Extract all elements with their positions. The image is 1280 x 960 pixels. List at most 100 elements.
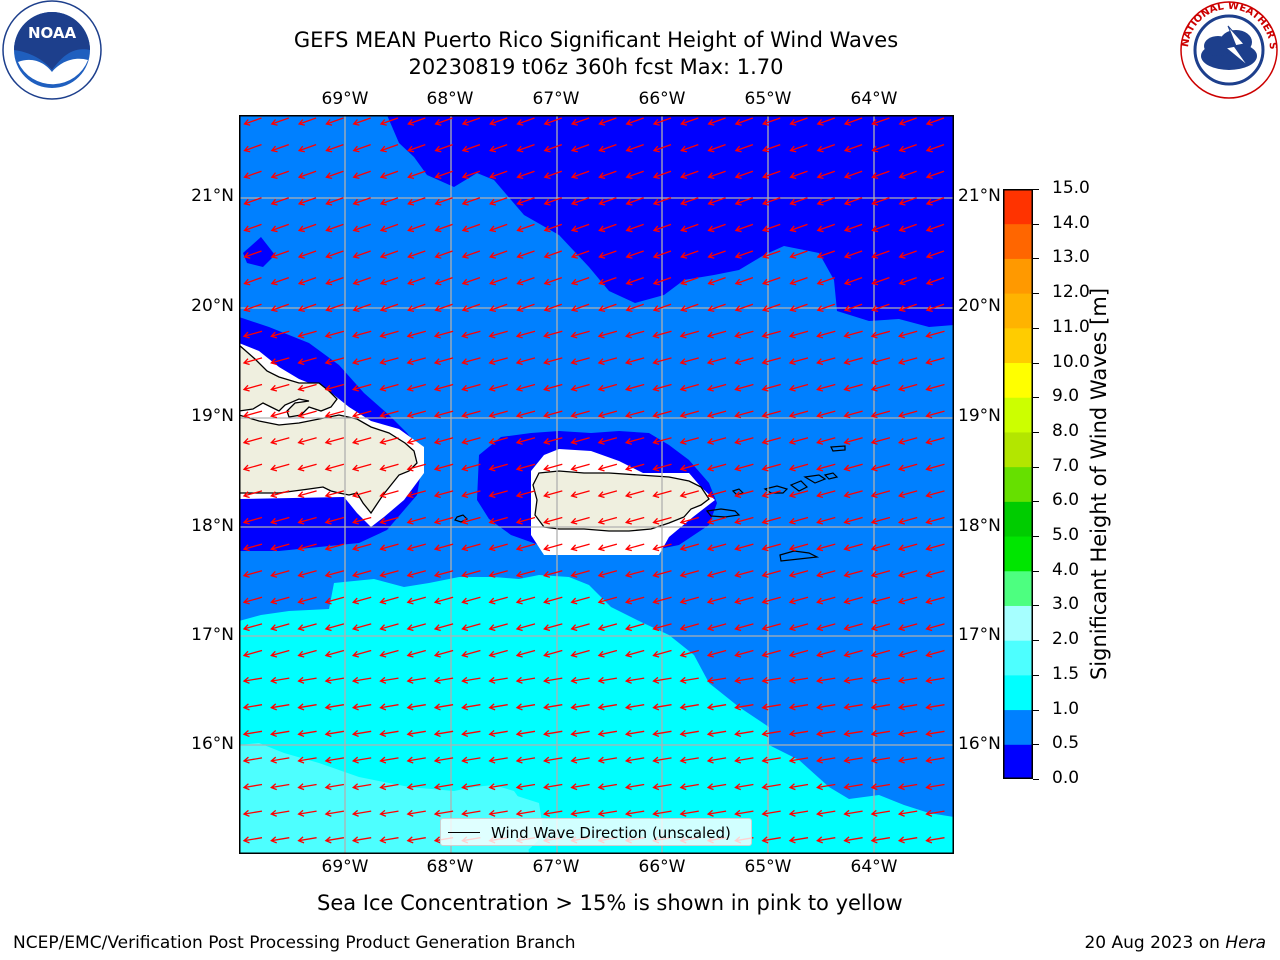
- wind-wave-arrow: [706, 703, 727, 711]
- wind-wave-arrow: [652, 303, 672, 313]
- wind-wave-arrow: [707, 223, 726, 233]
- wind-wave-arrow: [352, 250, 371, 259]
- wind-wave-arrow: [407, 303, 426, 313]
- wind-wave-arrow: [734, 330, 754, 339]
- wind-wave-arrow: [516, 223, 535, 233]
- lat-label-right-18n: 18°N: [958, 516, 1001, 536]
- wind-wave-arrow: [406, 463, 426, 472]
- wind-wave-arrow: [762, 303, 781, 313]
- wind-wave-arrow: [734, 410, 754, 419]
- wind-wave-arrow: [570, 570, 590, 578]
- colorbar-tick-label: 15.0: [1052, 178, 1090, 198]
- wind-wave-arrow: [789, 303, 808, 313]
- wind-wave-arrow: [461, 783, 481, 791]
- wind-wave-arrow: [515, 649, 536, 658]
- wind-wave-arrow: [242, 516, 263, 525]
- wind-wave-arrow: [679, 756, 699, 764]
- wind-wave-arrow: [270, 703, 290, 711]
- wind-wave-arrow: [925, 170, 945, 180]
- wind-wave-arrow: [270, 730, 290, 738]
- wind-wave-arrow: [707, 117, 726, 126]
- wind-wave-arrow: [543, 703, 563, 711]
- colorbar-tick-label: 6.0: [1052, 490, 1080, 511]
- wind-wave-arrow: [652, 223, 672, 233]
- colorbar-tick-mark: [1033, 709, 1039, 711]
- wind-wave-arrow: [706, 516, 727, 525]
- wind-wave-arrow: [925, 570, 945, 578]
- wind-wave-arrow: [816, 330, 836, 339]
- wind-wave-arrow: [570, 490, 590, 499]
- wind-wave-arrow: [324, 676, 345, 684]
- wind-wave-arrow: [270, 303, 290, 313]
- colorbar-segment: [1003, 258, 1033, 294]
- wind-wave-arrow: [843, 437, 863, 445]
- wind-wave-arrow: [570, 783, 590, 791]
- wind-wave-arrow: [870, 836, 891, 844]
- wind-wave-arrow: [488, 596, 508, 605]
- wind-wave-arrow: [679, 703, 699, 711]
- wind-wave-arrow: [543, 623, 563, 632]
- wind-wave-arrow: [598, 250, 617, 259]
- wind-wave-arrow: [871, 197, 890, 206]
- wind-wave-arrow: [734, 250, 754, 259]
- wind-wave-arrow: [515, 516, 536, 525]
- wind-wave-arrow: [870, 357, 891, 366]
- wind-wave-arrow: [488, 676, 508, 684]
- colorbar-tick-label: 0.5: [1052, 733, 1080, 754]
- colorbar-tick-label: 1.0: [1052, 698, 1080, 719]
- wind-wave-arrow: [734, 197, 754, 206]
- wind-wave-arrow: [270, 570, 290, 578]
- wind-wave-arrow: [870, 783, 891, 791]
- wind-wave-arrow: [489, 117, 508, 126]
- wind-wave-arrow: [761, 756, 781, 764]
- wind-wave-arrow: [270, 516, 290, 525]
- wind-wave-arrow: [624, 490, 645, 499]
- wind-wave-arrow: [870, 330, 891, 339]
- wind-wave-arrow: [652, 143, 672, 153]
- wind-wave-arrow: [351, 437, 372, 445]
- wind-wave-arrow: [625, 223, 644, 233]
- lat-label-right-17n: 17°N: [958, 625, 1001, 645]
- wind-wave-arrow: [270, 756, 290, 764]
- wind-wave-arrow: [379, 383, 399, 392]
- wind-wave-arrow: [897, 809, 918, 817]
- wind-wave-arrow: [762, 197, 781, 206]
- wind-wave-arrow: [652, 623, 672, 632]
- wind-wave-arrow: [816, 730, 836, 738]
- wind-wave-arrow: [270, 543, 290, 552]
- wind-wave-arrow: [543, 357, 563, 366]
- wind-wave-arrow: [570, 170, 590, 180]
- wind-wave-arrow: [734, 809, 754, 817]
- wind-wave-arrow: [816, 437, 836, 445]
- island-stcroix: [779, 550, 820, 562]
- wind-wave-arrow: [379, 836, 399, 844]
- wind-wave-arrow: [843, 357, 863, 366]
- wind-wave-arrow: [433, 357, 454, 366]
- wind-wave-arrow: [461, 223, 481, 233]
- wind-wave-arrow: [242, 383, 263, 392]
- wind-wave-arrow: [379, 143, 399, 153]
- wind-wave-arrow: [297, 357, 317, 366]
- wind-wave-arrow: [461, 143, 481, 153]
- wind-wave-arrow: [379, 783, 399, 791]
- colorbar-segment: [1003, 605, 1033, 641]
- wind-wave-arrow: [242, 676, 263, 684]
- wind-wave-arrow: [570, 543, 590, 552]
- wind-wave-arrow: [652, 276, 672, 286]
- wind-wave-arrow: [679, 437, 699, 445]
- wind-wave-arrow: [461, 730, 481, 738]
- wind-wave-arrow: [297, 223, 317, 233]
- wind-wave-arrow: [406, 676, 426, 684]
- wind-wave-arrow: [406, 330, 426, 339]
- wind-wave-arrow: [351, 649, 372, 658]
- wind-wave-arrow: [324, 596, 345, 605]
- wind-wave-arrow: [652, 570, 672, 578]
- wind-wave-arrow: [433, 516, 454, 525]
- wind-wave-arrow: [488, 570, 508, 578]
- wind-wave-arrow: [816, 676, 836, 684]
- island-anegada: [830, 445, 846, 452]
- wind-wave-arrow: [351, 463, 372, 472]
- wind-wave-arrow: [761, 357, 781, 366]
- wind-wave-arrow: [652, 596, 672, 605]
- wind-wave-arrow: [270, 596, 290, 605]
